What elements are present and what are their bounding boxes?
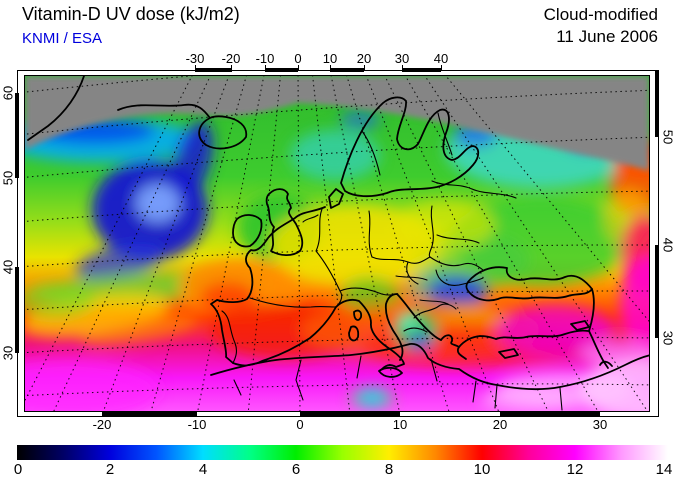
neatline-segment: [330, 68, 364, 72]
coast-north-africa: [210, 343, 649, 391]
top-axis-tick: -30: [185, 51, 205, 66]
bottom-axis-tick: 0: [296, 417, 304, 432]
page-title: Vitamin-D UV dose (kJ/m2): [22, 4, 240, 24]
data-source-label: KNMI / ESA: [22, 30, 103, 47]
bottom-axis-tick: -10: [187, 417, 207, 432]
colorbar-tick: 4: [198, 461, 208, 478]
neatline-segment: [500, 412, 600, 416]
coast-adriatic: [384, 293, 442, 361]
top-axis-tick: 40: [433, 51, 449, 66]
map-canvas: [24, 75, 650, 412]
neatline-segment: [102, 412, 197, 416]
coast-denmark: [328, 188, 344, 209]
coast-scandinavia: [340, 96, 480, 198]
neatline-segment: [265, 68, 298, 72]
coast-greece: [440, 334, 467, 360]
coast-turkey-east: [588, 288, 595, 332]
map-subtitle: Cloud-modified 11 June 2006: [544, 4, 658, 48]
left-axis-tick: 60: [0, 85, 16, 101]
coast-greenland: [27, 76, 85, 141]
top-axis-tick: -20: [221, 51, 241, 66]
coast-west-europe: [210, 206, 326, 364]
no-data-region: [25, 76, 649, 171]
coast-iceland: [117, 103, 248, 150]
neatline-segment: [15, 93, 19, 178]
coast-cyprus: [570, 320, 590, 331]
colorbar-gradient: [17, 445, 668, 460]
colorbar-tick: 10: [473, 461, 491, 478]
right-axis-tick: 50: [660, 129, 676, 145]
coast-aegean: [458, 335, 497, 348]
coast-turkey-south: [495, 329, 589, 340]
subtitle-variant: Cloud-modified: [543, 5, 658, 24]
top-axis-tick: -10: [255, 51, 275, 66]
country-borders: [221, 112, 563, 411]
tick-mark: [231, 65, 232, 70]
neatline-segment: [402, 68, 441, 72]
colorbar-tick: 6: [291, 461, 301, 478]
coastlines: [27, 76, 649, 391]
subtitle-date: 11 June 2006: [556, 27, 658, 46]
coast-nile-delta: [599, 360, 613, 367]
top-axis-tick: 0: [294, 51, 302, 66]
coast-sicily: [378, 366, 403, 378]
left-axis-tick: 40: [0, 259, 16, 275]
bottom-axis-tick: 10: [392, 417, 408, 432]
tick-mark: [402, 65, 403, 70]
colorbar-tick: 14: [655, 461, 673, 478]
colorbar-tick: 12: [566, 461, 584, 478]
bottom-axis-tick: -20: [92, 417, 112, 432]
coast-italy-west: [335, 298, 405, 370]
tick-mark: [441, 65, 442, 70]
coast-sardinia: [348, 325, 360, 342]
coast-great-britain: [265, 188, 304, 257]
top-axis-tick: 30: [394, 51, 410, 66]
colorbar-tick: 0: [13, 461, 23, 478]
graticule: [25, 76, 649, 411]
right-axis-tick: 40: [660, 237, 676, 253]
top-axis-tick: 10: [322, 51, 338, 66]
colorbar-tick: 8: [384, 461, 394, 478]
bottom-axis-tick: 20: [492, 417, 508, 432]
coast-ireland: [232, 214, 263, 248]
tick-mark: [265, 65, 266, 70]
right-axis-tick: 30: [660, 330, 676, 346]
tick-mark: [330, 65, 331, 70]
coast-black-sea: [465, 266, 593, 302]
coast-crete: [498, 348, 519, 359]
neatline-segment: [655, 245, 659, 338]
tick-mark: [298, 65, 299, 70]
bottom-axis-tick: 30: [592, 417, 608, 432]
neatline-segment: [195, 68, 232, 72]
colorbar-tick: 2: [105, 461, 115, 478]
coast-corsica: [353, 309, 363, 321]
map-inner-border: [24, 75, 650, 412]
left-axis-tick: 50: [0, 170, 16, 186]
neatline-segment: [300, 412, 400, 416]
top-axis-tick: 20: [356, 51, 372, 66]
tick-mark: [195, 65, 196, 70]
tick-mark: [364, 65, 365, 70]
uv-dose-field: [25, 110, 649, 411]
neatline-segment: [655, 71, 659, 137]
neatline-segment: [15, 267, 19, 353]
left-axis-tick: 30: [0, 345, 16, 361]
